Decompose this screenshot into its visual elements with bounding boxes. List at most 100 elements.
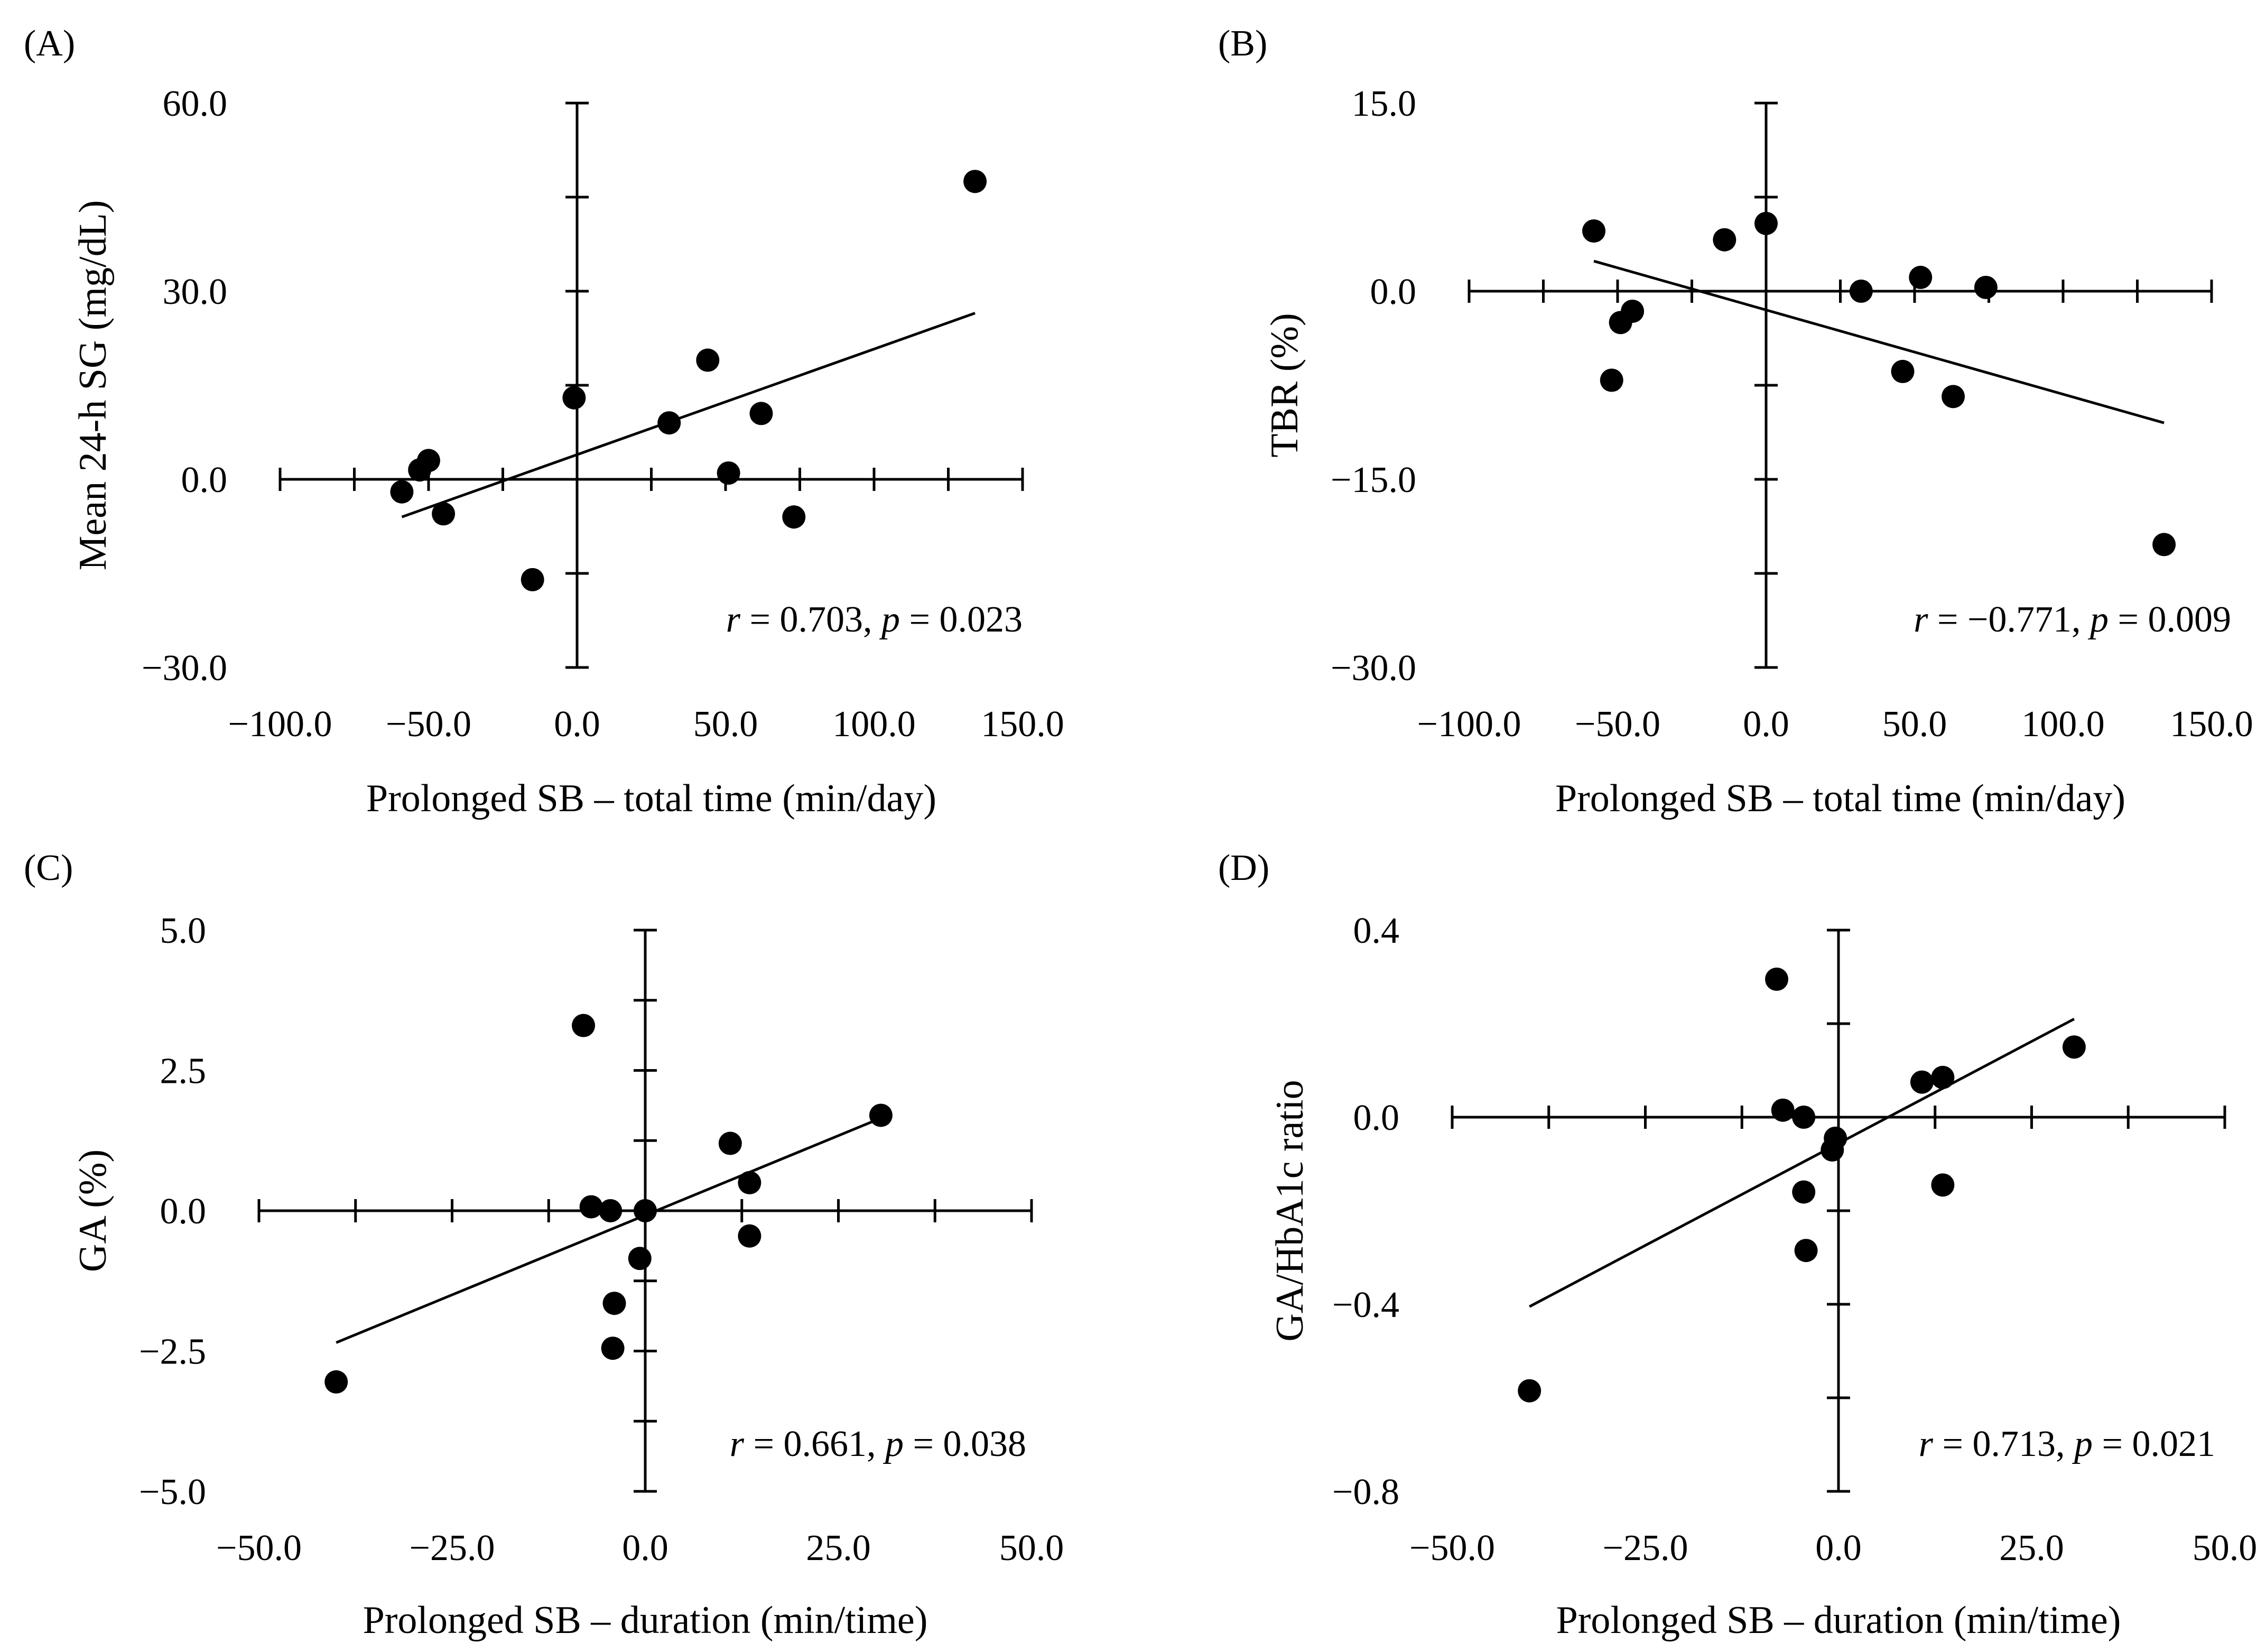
data-point — [1974, 275, 1998, 299]
data-point — [749, 402, 773, 425]
data-point — [1931, 1065, 1955, 1089]
data-point — [1713, 228, 1736, 252]
data-point — [1824, 1126, 1847, 1150]
x-tick-label: −100.0 — [1417, 704, 1521, 745]
data-point — [602, 1292, 626, 1315]
panel-b: (B) −100.0 −50.0 0.0 50.0 100.0 150.0 −30.0 −15.… — [1218, 23, 2253, 820]
panel-label: (A) — [24, 23, 75, 64]
panel-label: (C) — [24, 848, 73, 888]
data-point — [1765, 967, 1789, 991]
x-tick-label: 0.0 — [622, 1528, 668, 1569]
y-tick-label: −30.0 — [1331, 648, 1416, 689]
data-point — [572, 1014, 596, 1037]
x-tick-label: 150.0 — [2170, 704, 2253, 745]
x-tick-label: 50.0 — [999, 1528, 1064, 1569]
data-point — [562, 386, 586, 410]
y-tick-label: 15.0 — [1352, 83, 1417, 124]
data-point — [1942, 385, 1965, 409]
x-tick-label: −100.0 — [228, 704, 332, 745]
data-point — [628, 1247, 652, 1270]
data-point — [782, 505, 806, 529]
y-axis-title: TBR (%) — [1263, 313, 1306, 457]
y-tick-label: −5.0 — [139, 1472, 206, 1512]
data-point — [1909, 265, 1933, 289]
data-point — [579, 1195, 603, 1219]
data-point — [601, 1337, 625, 1360]
y-tick-label: −2.5 — [139, 1332, 206, 1372]
x-tick-label: 50.0 — [693, 704, 758, 745]
regression-line — [1529, 1017, 2075, 1308]
data-point — [963, 170, 987, 193]
data-point — [1621, 299, 1645, 323]
y-tick-label: 0.0 — [1370, 272, 1417, 312]
data-point — [1518, 1379, 1541, 1403]
correlation-annotation: r = −0.771, p = 0.009 — [1914, 599, 2231, 640]
data-point — [432, 502, 456, 526]
data-point — [634, 1199, 657, 1222]
panel-c: (C) −50.0 −25.0 0.0 25.0 50.0 −5.0 −2.5 0.0 2.5 5.… — [24, 848, 1064, 1642]
x-tick-label: 50.0 — [1882, 704, 1947, 745]
x-tick-label: 0.0 — [1815, 1528, 1862, 1569]
x-tick-label: −50.0 — [1409, 1528, 1495, 1569]
data-point — [738, 1171, 761, 1194]
y-axis-title: GA (%) — [71, 1149, 115, 1272]
data-point — [1891, 359, 1915, 383]
data-point — [696, 348, 720, 372]
data-point — [390, 480, 414, 504]
y-tick-label: −15.0 — [1331, 460, 1416, 500]
data-point — [718, 1131, 742, 1155]
y-tick-label: 0.0 — [160, 1191, 207, 1232]
y-tick-label: 0.0 — [1353, 1098, 1400, 1138]
data-point — [324, 1370, 348, 1394]
x-tick-label: −50.0 — [386, 704, 471, 745]
data-point — [1600, 368, 1623, 392]
y-tick-label: 5.0 — [160, 911, 207, 951]
regression-line — [401, 312, 976, 518]
data-point — [1910, 1070, 1934, 1094]
data-point — [2062, 1035, 2086, 1059]
data-point — [1754, 211, 1778, 235]
data-point — [1931, 1173, 1955, 1197]
y-tick-label: 2.5 — [160, 1051, 207, 1092]
y-tick-label: 0.4 — [1353, 911, 1400, 951]
panel-label: (B) — [1218, 23, 1267, 64]
x-tick-label: 25.0 — [806, 1528, 871, 1569]
x-tick-label: 0.0 — [554, 704, 600, 745]
x-tick-label: 25.0 — [1999, 1528, 2064, 1569]
x-axis-title: Prolonged SB – duration (min/time) — [363, 1599, 928, 1642]
data-point — [1794, 1239, 1818, 1263]
data-point — [869, 1103, 893, 1127]
y-tick-label: −30.0 — [142, 648, 227, 689]
data-point — [717, 461, 740, 485]
correlation-annotation: r = 0.661, p = 0.038 — [730, 1424, 1026, 1464]
x-axis-title: Prolonged SB – duration (min/time) — [1556, 1599, 2121, 1642]
x-tick-label: 100.0 — [2021, 704, 2105, 745]
x-tick-label: −50.0 — [1575, 704, 1660, 745]
y-axis-title: Mean 24-h SG (mg/dL) — [71, 200, 115, 571]
y-axis-title: GA/HbA1c ratio — [1268, 1080, 1312, 1341]
panel-a: (A) −100.0 −50.0 0.0 50.0 100.0 150.0 −30.0 0.0 3… — [24, 23, 1064, 820]
data-point — [1849, 280, 1873, 303]
y-tick-label: −0.4 — [1332, 1285, 1399, 1325]
x-axis-title: Prolonged SB – total time (min/day) — [1555, 777, 2125, 820]
data-point — [657, 411, 681, 435]
data-point — [521, 568, 544, 591]
data-point — [599, 1199, 623, 1222]
x-tick-label: 150.0 — [981, 704, 1064, 745]
y-tick-label: 30.0 — [163, 272, 228, 312]
panel-d: (D) −50.0 −25.0 0.0 25.0 50.0 −0.8 −0.4 0.0 0.4 Pr… — [1218, 848, 2257, 1642]
x-tick-label: 50.0 — [2193, 1528, 2258, 1569]
data-point — [1792, 1106, 1816, 1129]
x-tick-label: 0.0 — [1743, 704, 1789, 745]
x-tick-label: −25.0 — [410, 1528, 495, 1569]
x-tick-label: −25.0 — [1603, 1528, 1688, 1569]
data-point — [417, 449, 440, 472]
data-point — [2152, 533, 2176, 556]
panel-label: (D) — [1218, 848, 1269, 888]
regression-line — [1593, 259, 2165, 424]
y-tick-label: 0.0 — [181, 460, 228, 500]
data-point — [1771, 1098, 1795, 1122]
x-tick-label: 100.0 — [832, 704, 916, 745]
data-point — [1792, 1180, 1816, 1204]
